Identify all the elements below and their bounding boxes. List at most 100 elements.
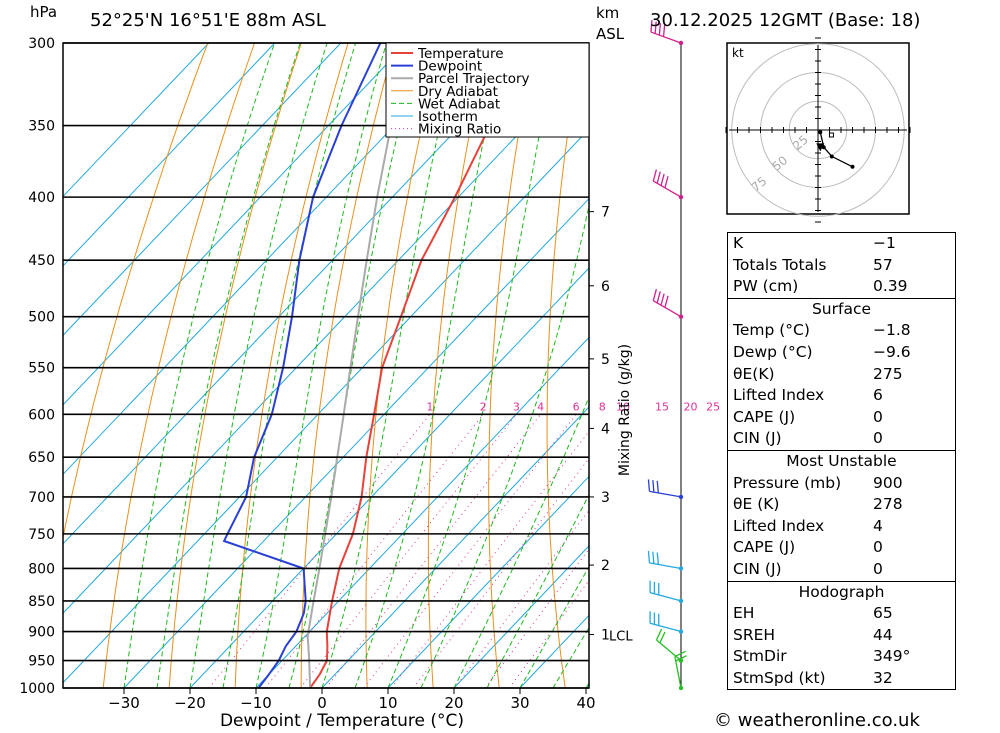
surface-row: Temp (°C) −1.8 — [728, 320, 955, 342]
most-unstable-row: θE (K) 278 — [728, 494, 955, 516]
km-tick-label: 7 — [601, 205, 610, 221]
isotherm-line — [189, 267, 589, 688]
mixing-ratio-line — [363, 413, 577, 688]
isotherm-line — [63, 43, 276, 267]
pressure-tick-label: 800 — [28, 561, 55, 577]
index-value: −1 — [873, 234, 896, 252]
wind-barb-dot — [678, 685, 684, 691]
index-value: 0.39 — [873, 277, 908, 296]
legend-entry: Isotherm — [418, 109, 478, 125]
mixing-ratio-label: 25 — [706, 400, 720, 413]
wind-barb — [647, 479, 684, 500]
hodograph-key: StmSpd (kt) — [733, 668, 826, 687]
copyright: © weatheronline.co.uk — [714, 710, 920, 731]
most-unstable-value: 0 — [873, 559, 883, 578]
surface-key: CIN (J) — [733, 429, 782, 448]
most-unstable-key: Pressure (mb) — [733, 473, 842, 492]
pressure-tick-label: 300 — [28, 36, 55, 52]
isotherm-line — [63, 43, 342, 337]
wind-barb-staff — [649, 622, 682, 633]
x-tick-label: −30 — [108, 694, 140, 712]
surface-value: 0 — [873, 407, 883, 426]
surface-row: CIN (J) 0 — [728, 428, 955, 450]
most-unstable-value: 4 — [873, 516, 883, 535]
dewpoint-line — [222, 43, 382, 688]
hodograph-value: 44 — [873, 625, 893, 644]
index-key: K — [733, 234, 744, 252]
pressure-tick-label: 600 — [28, 407, 55, 423]
mixing-ratio-line — [508, 579, 589, 688]
hodograph-value: 32 — [873, 668, 893, 687]
pressure-tick-label: 750 — [28, 527, 55, 543]
pressure-tick-label: 500 — [28, 310, 55, 326]
legend-entry: Wet Adiabat — [418, 96, 500, 112]
surface-key: θE(K) — [733, 364, 775, 383]
surface-value: 0 — [873, 429, 883, 448]
wet-adiabat-line — [189, 43, 328, 688]
hodograph-key: EH — [733, 604, 755, 623]
hodograph-key: StmDir — [733, 647, 787, 666]
mixing-ratio-line — [299, 413, 517, 688]
mixing-ratio-label: 10 — [616, 400, 630, 413]
wind-barb-dot — [678, 598, 684, 604]
most-unstable-key: CIN (J) — [733, 559, 782, 578]
most-unstable-value: 278 — [873, 495, 903, 514]
isotherm-line — [453, 545, 589, 688]
wind-barb-flag — [647, 479, 651, 492]
most-unstable-title: Most Unstable — [728, 449, 955, 473]
wet-adiabat-line — [321, 43, 460, 688]
hodograph-box-marker — [828, 132, 834, 138]
index-row: K −1 — [728, 233, 955, 255]
wind-barb-dot — [678, 494, 684, 500]
wind-barb-staff — [649, 562, 682, 570]
surface-row: Dewp (°C) −9.6 — [728, 342, 955, 364]
x-axis-label: Dewpoint / Temperature (°C) — [220, 711, 464, 731]
wind-barb-flag — [656, 480, 659, 493]
mixing-ratio-line — [484, 548, 589, 688]
hodograph-row: EH 65 — [728, 603, 955, 625]
wind-barb-flag — [664, 176, 669, 189]
surface-row: θE(K) 275 — [728, 364, 955, 386]
pressure-tick-label: 350 — [28, 119, 55, 135]
surface-key: Lifted Index — [733, 386, 825, 405]
pressure-tick-label: 550 — [28, 361, 55, 377]
wind-barb-staff — [649, 490, 682, 498]
mixing-ratio-label: 1 — [426, 400, 433, 413]
wet-adiabat-line — [486, 493, 589, 688]
hodograph-point — [818, 130, 823, 135]
wind-barb-dot — [678, 629, 684, 634]
surface-value: 275 — [873, 364, 903, 383]
hodograph-value: 65 — [873, 604, 893, 623]
wet-adiabat-line — [453, 395, 589, 688]
legend-entry: Dewpoint — [418, 59, 482, 75]
isotherm-line — [63, 128, 589, 684]
wind-barb-flag — [655, 628, 663, 641]
plot-frame — [62, 42, 590, 689]
wind-barb-flag — [654, 21, 657, 34]
legend-entry: Dry Adiabat — [418, 84, 498, 100]
dry-adiabat-line — [956, 43, 1000, 688]
location-title: 52°25'N 16°51'E 88m ASL — [90, 10, 326, 31]
hodograph-value: 349° — [873, 647, 911, 666]
wind-barb — [647, 550, 684, 571]
most-unstable-row: Lifted Index 4 — [728, 516, 955, 538]
most-unstable-value: 900 — [873, 473, 903, 492]
mixing-ratio-label: 2 — [480, 400, 487, 413]
wind-barb — [649, 611, 684, 634]
wind-barb-flag — [660, 293, 665, 306]
km-tick-label: 6 — [601, 279, 610, 295]
storm-motion-marker — [816, 143, 825, 152]
wind-barb-flag — [647, 550, 651, 563]
isotherm-line — [387, 475, 589, 688]
x-tick-label: 10 — [378, 694, 397, 712]
lcl-label: LCL — [609, 630, 633, 645]
x-tick-label: 0 — [317, 694, 327, 712]
wind-barb — [655, 628, 684, 663]
pressure-tick-label: 700 — [28, 490, 55, 506]
index-row: Totals Totals 57 — [728, 255, 955, 277]
isotherm-line — [255, 336, 589, 688]
mixing-ratio-label: 4 — [537, 400, 544, 413]
mixing-ratio-label: 3 — [513, 400, 520, 413]
